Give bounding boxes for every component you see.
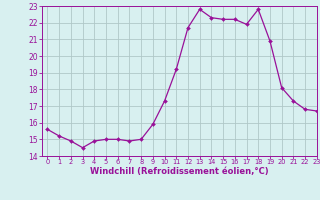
X-axis label: Windchill (Refroidissement éolien,°C): Windchill (Refroidissement éolien,°C) <box>90 167 268 176</box>
